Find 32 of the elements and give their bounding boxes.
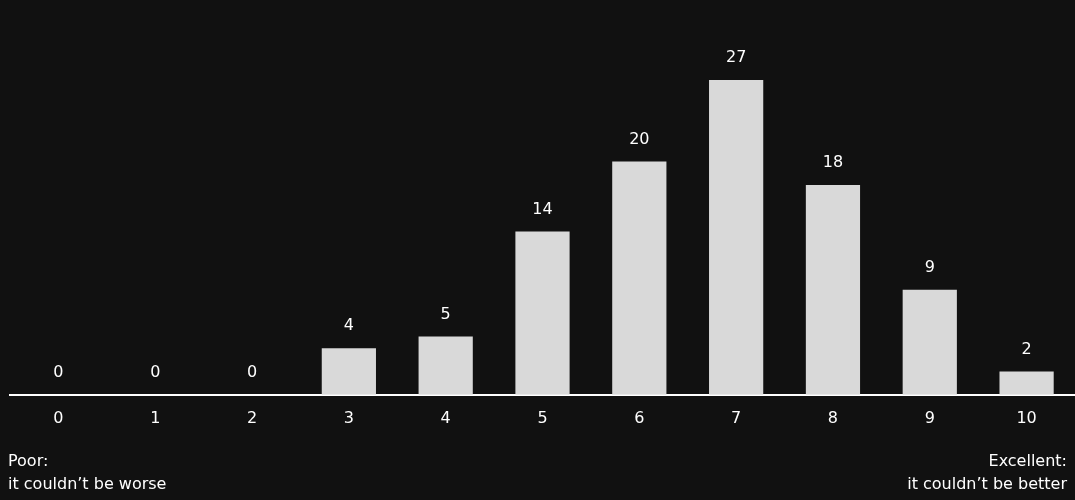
bar [321,348,376,395]
data-label: 4 [343,315,354,335]
x-tick-label: 3 [343,407,354,427]
data-label: 18 [822,152,844,172]
data-label: 0 [150,361,161,381]
data-label: 0 [246,361,258,381]
bar [805,184,861,395]
text: Excellent: it couldn’t be better [907,451,1068,493]
bar [902,289,957,395]
bar [612,161,667,395]
bar [709,79,764,395]
text: Poor: it couldn’t be worse [8,451,167,493]
x-tick-label: 4 [440,407,451,427]
x-tick-label: 5 [537,407,548,427]
x-tick-label: 8 [827,407,839,427]
data-label: 27 [725,47,747,67]
data-label: 14 [532,198,553,218]
data-label: 20 [629,128,650,148]
data-label: 2 [1021,338,1032,358]
bar [418,336,473,395]
x-tick-label: 2 [246,407,258,427]
x-tick-label: 6 [634,407,645,427]
bar [999,371,1054,395]
x-tick-label: 9 [924,407,935,427]
data-label: 9 [924,257,935,277]
data-label: 5 [440,303,451,323]
x-tick-label: 7 [731,407,742,427]
data-label: 0 [53,361,64,381]
x-tick-label: 1 [150,407,161,427]
x-tick-label: 0 [53,407,64,427]
bar [515,231,570,395]
x-tick-label: 10 [1016,407,1037,427]
